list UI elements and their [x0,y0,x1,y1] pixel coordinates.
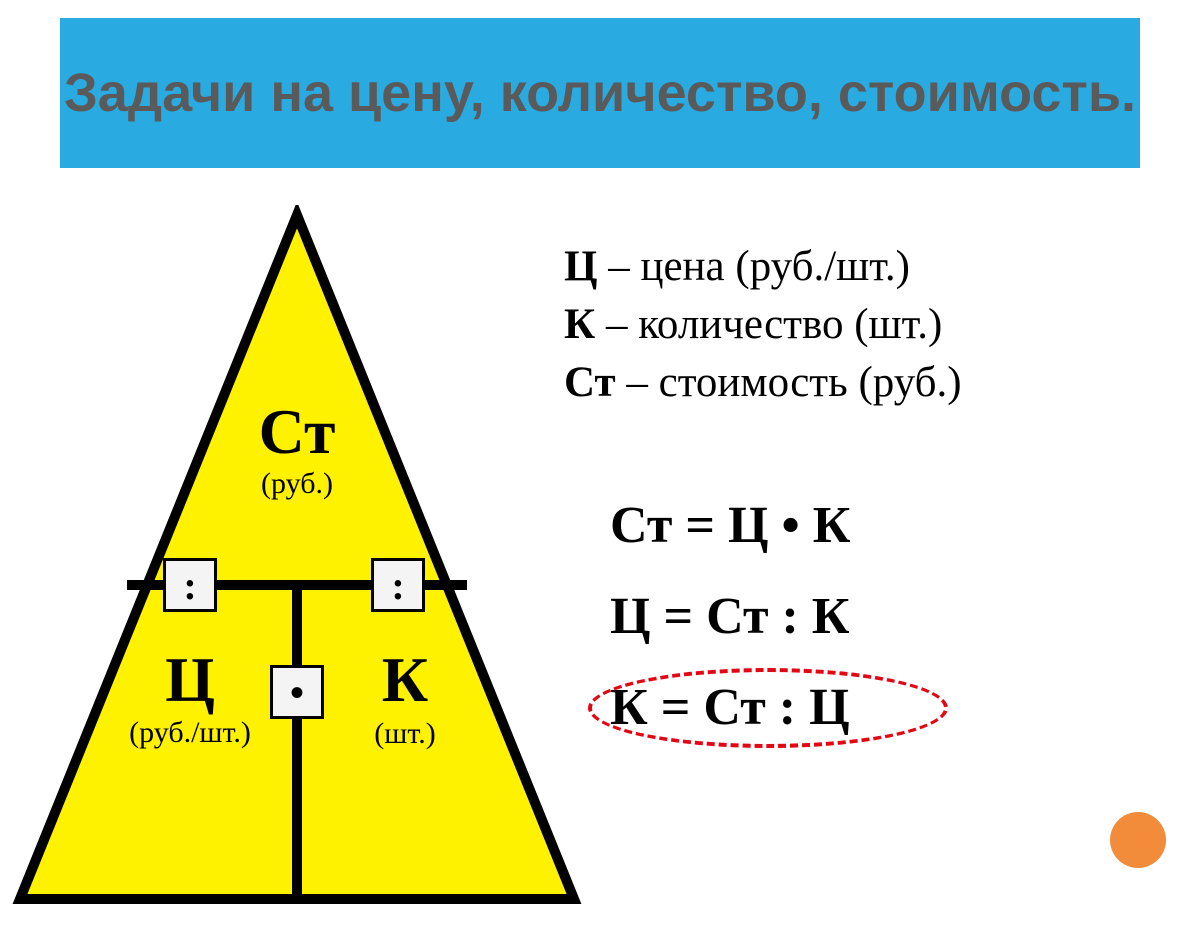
legend: Ц – цена (руб./шт.) К – количество (шт.)… [564,238,1180,412]
triangle-top-unit: (руб.) [197,467,397,501]
triangle-svg [10,205,584,909]
legend-row-cost: Ст – стоимость (руб.) [564,354,1180,412]
legend-text-price: – цена (руб./шт.) [597,243,909,290]
op-multiply: • [270,665,324,719]
legend-sym-qty: К [564,301,595,348]
formula-triangle: Ст (руб.) Ц (руб./шт.) К (шт.) : : • [10,205,584,909]
op-divide-right: : [371,558,425,612]
op-divide-left: : [163,558,217,612]
title-banner: Задачи на цену, количество, стоимость. [60,18,1140,168]
slide-marker-dot [1110,812,1166,868]
triangle-bl-unit: (руб./шт.) [90,717,290,749]
triangle-bl-symbol: Ц [90,643,290,717]
highlight-oval [588,668,948,748]
legend-sym-price: Ц [564,243,597,290]
triangle-br-symbol: К [305,643,505,717]
legend-text-qty: – количество (шт.) [595,301,942,348]
formula-price: Ц = Ст : К [610,571,1170,662]
formula-cost: Ст = Ц • К [610,480,1170,571]
legend-text-cost: – стоимость (руб.) [616,359,962,406]
triangle-top-symbol: Ст [197,395,397,469]
legend-row-qty: К – количество (шт.) [564,296,1180,354]
legend-row-price: Ц – цена (руб./шт.) [564,238,1180,296]
triangle-br-unit: (шт.) [305,717,505,751]
legend-sym-cost: Ст [564,359,616,406]
